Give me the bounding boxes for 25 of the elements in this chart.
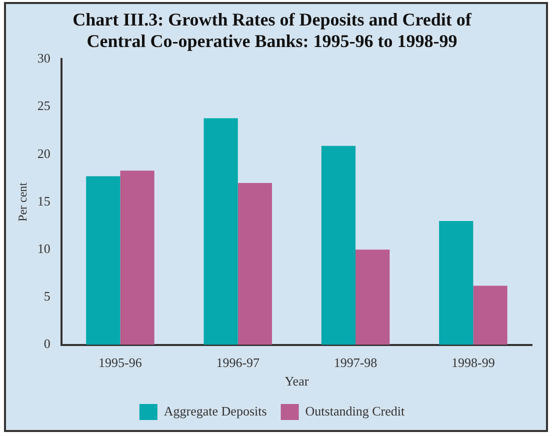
bar xyxy=(321,146,356,345)
bar xyxy=(356,250,390,345)
bar xyxy=(120,170,154,345)
y-tick-label: 0 xyxy=(44,336,50,352)
legend-label: Outstanding Credit xyxy=(305,403,405,418)
x-axis-title: Year xyxy=(284,374,310,389)
bar xyxy=(439,221,474,345)
text: Central Co-operative Banks: 1995-96 to 1998-99 xyxy=(86,31,458,52)
x-tick-label: 1996-97 xyxy=(216,355,260,370)
y-tick-label: 25 xyxy=(37,98,50,114)
x-tick-label: 1995-96 xyxy=(98,355,142,370)
bar xyxy=(473,286,508,345)
text: Chart III.3: Growth Rates of Deposits and Credit of xyxy=(72,9,472,30)
y-tick-label: 15 xyxy=(37,193,50,208)
legend-label: Aggregate Deposits xyxy=(164,403,267,418)
y-tick-label: 20 xyxy=(37,146,50,161)
x-tick-label: 1997-98 xyxy=(334,355,378,370)
bar xyxy=(86,176,120,345)
y-tick-label: 5 xyxy=(44,288,50,304)
y-tick-label: 10 xyxy=(37,241,50,256)
bar xyxy=(204,118,238,345)
y-axis-title: Per cent xyxy=(15,182,30,222)
bar xyxy=(238,182,272,345)
x-tick-label: 1998-99 xyxy=(452,355,495,370)
y-tick-label: 30 xyxy=(37,50,50,66)
